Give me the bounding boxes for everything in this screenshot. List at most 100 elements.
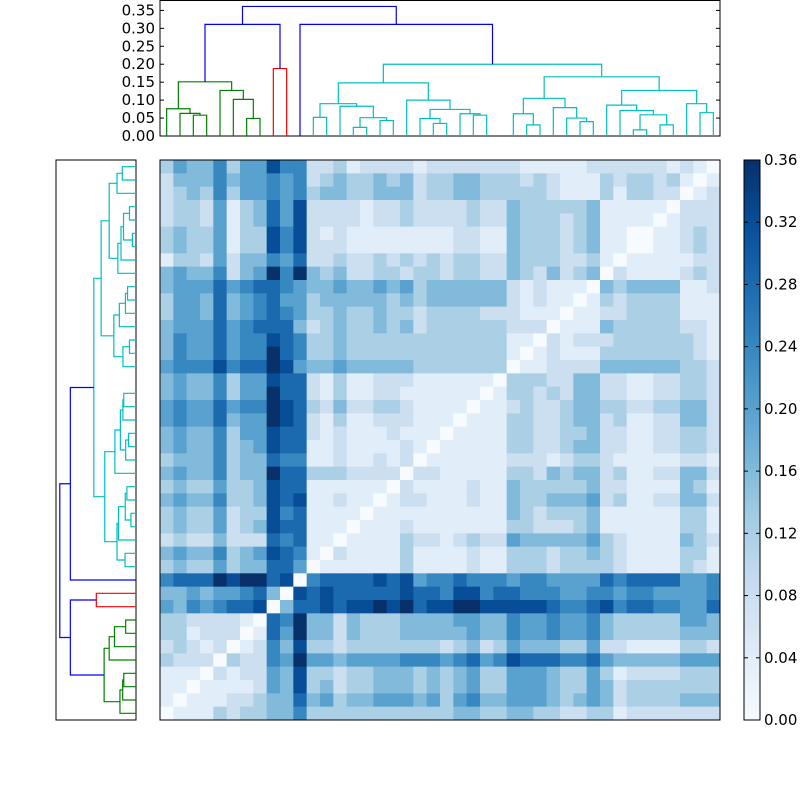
heatmap-cell <box>266 213 281 228</box>
heatmap-cell <box>493 533 508 548</box>
heatmap-cell <box>253 253 268 268</box>
heatmap-cell <box>386 306 401 321</box>
heatmap-cell <box>320 573 334 588</box>
heatmap-cell <box>240 306 254 321</box>
colorbar-tick-label: 0.12 <box>764 524 797 542</box>
heatmap-cell <box>466 613 481 628</box>
heatmap-cell <box>280 613 294 628</box>
heatmap-cell <box>546 160 561 174</box>
heatmap-cell <box>493 240 508 254</box>
heatmap-cell <box>413 200 428 214</box>
heatmap-cell <box>226 533 241 548</box>
heatmap-cell <box>386 346 401 361</box>
heatmap-cell <box>360 186 374 201</box>
heatmap-cell <box>706 226 721 241</box>
heatmap-cell <box>266 640 281 654</box>
heatmap-cell <box>346 546 361 561</box>
heatmap-cell <box>333 613 348 628</box>
heatmap-cell <box>626 693 641 708</box>
heatmap-cell <box>413 266 428 281</box>
heatmap-cell <box>480 426 494 441</box>
heatmap-cell <box>666 200 681 214</box>
heatmap-cell <box>560 240 574 254</box>
heatmap-cell <box>520 213 534 228</box>
heatmap-cell <box>533 226 548 241</box>
heatmap-cell <box>520 240 534 254</box>
heatmap-cell <box>480 173 494 188</box>
heatmap-cell <box>386 413 401 428</box>
heatmap-cell <box>546 293 561 308</box>
heatmap-cell <box>533 560 548 574</box>
heatmap-cell <box>533 213 548 228</box>
y-tick-label: 0.25 <box>122 37 155 55</box>
heatmap-cell <box>520 506 534 521</box>
heatmap-cell <box>506 706 521 721</box>
heatmap-cell <box>493 226 508 241</box>
heatmap-cell <box>520 226 534 241</box>
heatmap-cell <box>506 280 521 294</box>
heatmap-cell <box>493 640 508 654</box>
heatmap-cell <box>293 653 308 668</box>
heatmap-cell <box>493 546 508 561</box>
heatmap-cell <box>586 453 601 468</box>
heatmap-cell <box>453 213 468 228</box>
heatmap-cell <box>373 520 388 534</box>
heatmap-cell <box>426 653 441 668</box>
heatmap-cell <box>586 266 601 281</box>
heatmap-cell <box>306 706 321 721</box>
heatmap-cell <box>186 306 201 321</box>
heatmap-cell <box>413 173 428 188</box>
heatmap-cell <box>560 200 574 214</box>
heatmap-cell <box>200 333 214 348</box>
heatmap-cell <box>653 706 668 721</box>
heatmap-cell <box>706 240 721 254</box>
heatmap-cell <box>186 680 201 694</box>
heatmap-cell <box>493 373 508 388</box>
heatmap-cell <box>520 400 534 414</box>
heatmap-cell <box>333 386 348 401</box>
heatmap-cell <box>653 560 668 574</box>
heatmap-cell <box>613 600 628 614</box>
heatmap-cell <box>640 360 654 374</box>
heatmap-cell <box>586 373 601 388</box>
heatmap-cell <box>480 613 494 628</box>
heatmap-cell <box>706 453 721 468</box>
heatmap-cell <box>680 400 694 414</box>
heatmap-cell <box>440 333 454 348</box>
heatmap-cell <box>280 693 294 708</box>
heatmap-cell <box>306 440 321 454</box>
heatmap-cell <box>293 666 308 681</box>
heatmap-cell <box>173 226 188 241</box>
heatmap-cell <box>546 640 561 654</box>
heatmap-cell <box>680 600 694 614</box>
heatmap-cell <box>160 506 174 521</box>
heatmap-cell <box>253 546 268 561</box>
heatmap-cell <box>400 533 414 548</box>
heatmap-cell <box>186 546 201 561</box>
heatmap-cell <box>466 333 481 348</box>
top-dendrogram: 0.000.050.100.150.200.250.300.35 <box>122 0 721 145</box>
heatmap-cell <box>373 680 388 694</box>
heatmap-cell <box>586 533 601 548</box>
heatmap-cell <box>706 573 721 588</box>
heatmap-cell <box>386 586 401 601</box>
heatmap-cell <box>173 453 188 468</box>
heatmap-cell <box>520 413 534 428</box>
heatmap-cell <box>253 306 268 321</box>
heatmap-cell <box>240 413 254 428</box>
heatmap-cell <box>213 293 228 308</box>
heatmap-cell <box>360 253 374 268</box>
heatmap-cell <box>333 520 348 534</box>
colorbar-bar <box>743 159 761 721</box>
heatmap-cell <box>693 320 708 334</box>
heatmap-cell <box>520 306 534 321</box>
heatmap-cell <box>360 306 374 321</box>
heatmap-cell <box>586 640 601 654</box>
heatmap-cell <box>520 346 534 361</box>
heatmap-cell <box>160 680 174 694</box>
y-tick-label: 0.00 <box>122 127 155 145</box>
heatmap-cell <box>160 333 174 348</box>
heatmap-cell <box>173 173 188 188</box>
heatmap-cell <box>333 666 348 681</box>
heatmap-cell <box>413 213 428 228</box>
